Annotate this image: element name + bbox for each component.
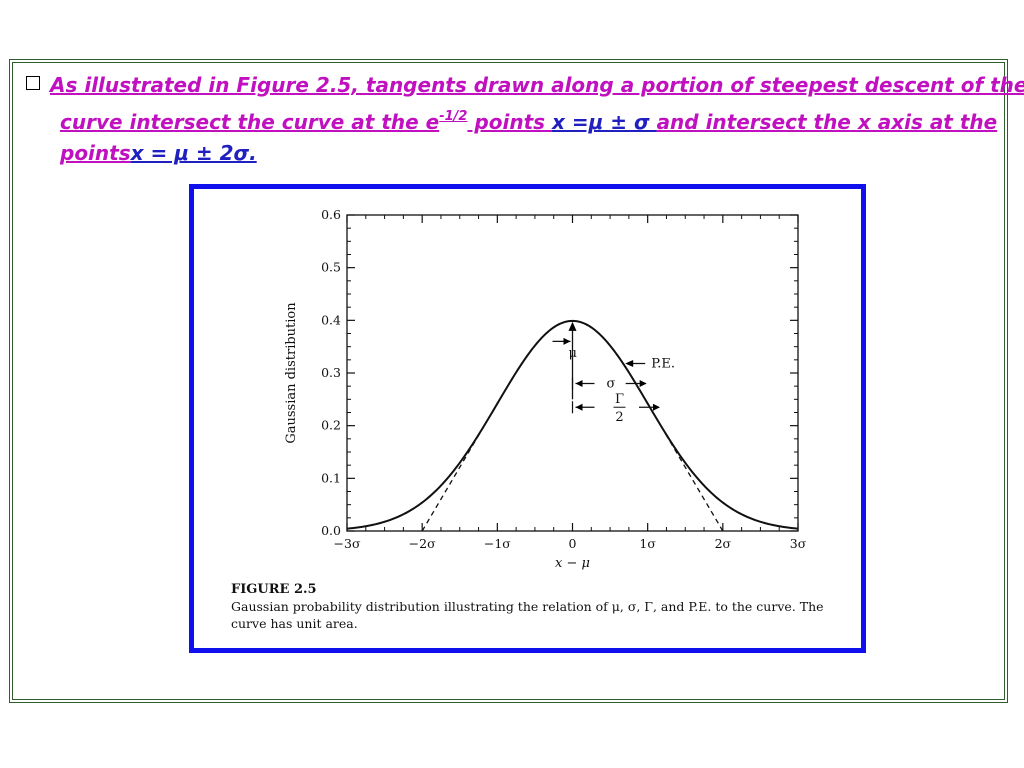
y-tick-label: 0.0 <box>321 523 341 538</box>
tangent-lines <box>421 403 724 532</box>
bullet-line-3: pointsx = μ ± 2σ. <box>26 138 986 169</box>
y-tick-label: 0.6 <box>321 207 341 222</box>
pe-arrowhead <box>625 360 634 368</box>
line2-part-a: curve intersect the curve at the e <box>60 110 440 134</box>
line3-part-a: points <box>60 141 131 165</box>
y-tick-label: 0.4 <box>321 312 341 327</box>
x-tick-label: −1σ <box>484 536 511 551</box>
bullet-checkbox-icon <box>26 76 40 90</box>
y-tick-label: 0.3 <box>321 365 341 380</box>
x-tick-label: −3σ <box>334 536 361 551</box>
pe-label: P.E. <box>651 357 675 372</box>
gamma-left-arrowhead <box>575 403 583 411</box>
line3-equation: x = μ ± 2σ. <box>130 141 257 165</box>
slide-frame <box>9 59 1008 703</box>
line2-superscript: -1/2 <box>439 109 468 124</box>
line2-equation: x =μ ± σ <box>552 110 657 134</box>
tangent-line <box>647 403 724 532</box>
y-axis-label: Gaussian distribution <box>284 302 299 444</box>
mu-arrowhead <box>568 321 577 331</box>
gamma-label: Γ <box>615 392 624 407</box>
x-tick-label: −2σ <box>409 536 436 551</box>
x-axis-label: x − μ <box>555 556 590 571</box>
gamma-denominator-label: 2 <box>615 410 623 425</box>
line2-part-c: and intersect the x axis at the <box>656 110 998 134</box>
line2-part-b: points <box>467 110 552 134</box>
figure-box: −3σ −2σ −1σ 0 1σ 2σ 3σ 0.0 0.1 0.2 0.3 0.4 0.5 0.6 x … <box>189 184 866 653</box>
y-tick-label: 0.5 <box>321 260 341 275</box>
figure-caption: FIGURE 2.5 Gaussian probability distribu… <box>231 581 861 632</box>
caption-text: Gaussian probability distribution illust… <box>231 599 824 631</box>
tick-labels: −3σ −2σ −1σ 0 1σ 2σ 3σ0.00.10.20.30.40.50.6 <box>321 207 807 551</box>
x-tick-label: 0 <box>569 536 577 551</box>
gamma-right-arrowhead <box>653 403 661 411</box>
annotation-arrows <box>552 321 661 414</box>
sigma-right-arrowhead <box>639 380 647 388</box>
bullet-paragraph: As illustrated in Figure 2.5, tangents d… <box>26 70 1024 169</box>
annotations: P.E. μ σ Γ 2 <box>552 321 675 425</box>
bullet-line-1-text: As illustrated in Figure 2.5, tangents d… <box>50 73 1024 97</box>
x-tick-label: 2σ <box>715 536 732 551</box>
mu-side-arrowhead <box>563 337 571 345</box>
x-tick-label: 1σ <box>639 536 656 551</box>
gaussian-chart: −3σ −2σ −1σ 0 1σ 2σ 3σ0.00.10.20.30.40.50.6 x … <box>284 207 807 571</box>
x-tick-label: 3σ <box>790 536 807 551</box>
y-tick-label: 0.1 <box>321 470 341 485</box>
gaussian-curve <box>346 319 799 530</box>
y-tick-label: 0.2 <box>321 418 341 433</box>
sigma-label: σ <box>607 377 616 392</box>
bullet-line-2: curve intersect the curve at the e-1/2 p… <box>26 101 997 138</box>
bullet-line-1: As illustrated in Figure 2.5, tangents d… <box>26 70 1024 101</box>
tangent-line <box>421 403 498 532</box>
sigma-left-arrowhead <box>575 380 583 388</box>
tick-marks <box>346 214 799 532</box>
caption-title: FIGURE 2.5 <box>231 582 317 597</box>
